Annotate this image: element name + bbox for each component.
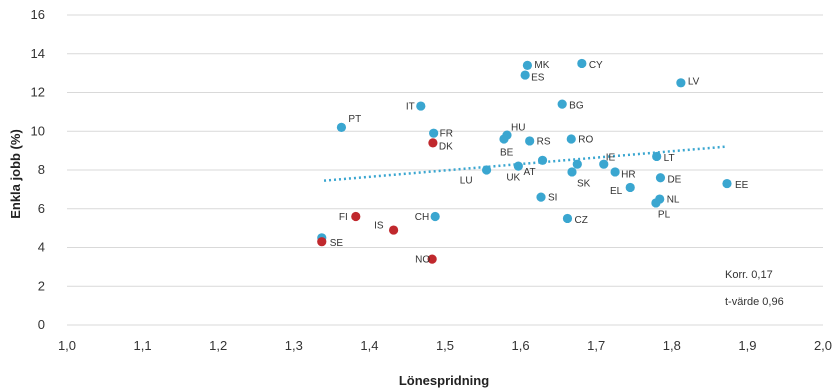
point-label: HR — [621, 169, 635, 180]
point-label: ES — [531, 73, 545, 84]
data-point — [416, 101, 426, 111]
x-tick-label: 1,1 — [134, 338, 152, 353]
data-point — [537, 155, 548, 165]
point-label: RS — [537, 136, 551, 147]
point-label: FR — [440, 129, 453, 140]
point-label: EL — [610, 186, 623, 197]
point-label: LU — [460, 176, 473, 187]
data-point — [577, 58, 587, 69]
point-label: RO — [578, 135, 593, 146]
y-tick-label: 12 — [31, 85, 45, 100]
data-point — [651, 198, 661, 208]
point-label: CY — [589, 60, 603, 71]
y-tick-label: 2 — [38, 278, 45, 293]
point-label: CH — [415, 212, 429, 223]
y-tick-label: 16 — [31, 7, 45, 22]
point-label: DE — [667, 174, 681, 185]
correlation-note: Korr. 0,17 — [725, 269, 773, 281]
y-tick-label: 0 — [38, 317, 45, 332]
data-point — [520, 70, 530, 80]
data-point — [536, 192, 546, 202]
point-label: NO — [415, 255, 430, 266]
data-point — [430, 211, 440, 222]
data-point — [499, 134, 509, 144]
data-point — [567, 167, 577, 177]
data-point — [336, 122, 347, 132]
point-label: IT — [406, 102, 415, 113]
y-tick-label: 10 — [31, 123, 45, 138]
point-label: EE — [735, 180, 749, 191]
x-tick-label: 1,3 — [285, 338, 303, 353]
point-label: DK — [439, 141, 453, 152]
data-point — [427, 254, 437, 264]
data-point — [429, 128, 439, 138]
point-label: HU — [511, 123, 525, 134]
y-axis-title: Enkla jobb (%) — [8, 129, 23, 219]
data-point — [351, 211, 361, 222]
point-label: PT — [348, 114, 361, 125]
data-point — [525, 136, 535, 146]
data-point — [562, 213, 573, 224]
x-tick-label: 1,4 — [360, 338, 378, 353]
point-label: IE — [606, 153, 616, 164]
y-tick-labels: 0 2 4 6 8 10 12 14 16 — [31, 7, 45, 332]
y-tick-label: 14 — [31, 46, 45, 61]
data-points: MK CY ES LV IT BG PT FR HU BE RS RO DK IE LT LU UK AT SK HR… — [317, 58, 749, 266]
data-point — [655, 173, 666, 183]
point-label: SI — [548, 193, 557, 204]
x-tick-label: 1,2 — [209, 338, 227, 353]
data-point — [513, 161, 523, 171]
x-tick-label: 1,6 — [512, 338, 530, 353]
data-point — [317, 237, 327, 247]
point-label: SE — [330, 238, 344, 249]
data-point — [388, 225, 399, 235]
data-point — [566, 134, 576, 144]
data-point — [676, 78, 686, 88]
point-label: LV — [688, 76, 700, 87]
data-point — [599, 159, 609, 169]
point-label: SK — [577, 178, 591, 189]
x-axis-title: Lönespridning — [399, 373, 489, 388]
y-tick-label: 6 — [38, 201, 45, 216]
point-label: CZ — [574, 215, 587, 226]
point-label: UK — [506, 173, 520, 184]
data-point — [610, 167, 620, 177]
point-label: FI — [339, 212, 348, 223]
point-label: MK — [534, 60, 549, 71]
data-point — [722, 178, 732, 189]
point-label: IS — [374, 221, 384, 232]
x-tick-label: 1,7 — [587, 338, 605, 353]
data-point — [522, 60, 533, 70]
point-label: NL — [667, 195, 680, 206]
point-label: AT — [524, 167, 536, 178]
point-label: PL — [658, 209, 671, 220]
data-point — [625, 182, 635, 193]
x-tick-labels: 1,0 1,1 1,2 1,3 1,4 1,5 1,6 1,7 1,8 1,9 2,0 — [58, 338, 832, 353]
x-tick-label: 1,0 — [58, 338, 76, 353]
data-point — [428, 138, 438, 148]
data-point — [572, 159, 582, 169]
point-label: BE — [500, 148, 514, 159]
point-label: BG — [569, 101, 584, 112]
data-point — [557, 99, 567, 109]
y-tick-label: 8 — [38, 162, 45, 177]
point-label: LT — [664, 153, 675, 164]
x-tick-label: 2,0 — [814, 338, 832, 353]
x-tick-label: 1,8 — [663, 338, 681, 353]
data-point — [652, 151, 662, 162]
x-tick-label: 1,9 — [738, 338, 756, 353]
x-tick-label: 1,5 — [436, 338, 454, 353]
data-point — [481, 165, 492, 175]
y-tick-label: 4 — [38, 240, 45, 255]
t-value-note: t-värde 0,96 — [725, 296, 784, 308]
